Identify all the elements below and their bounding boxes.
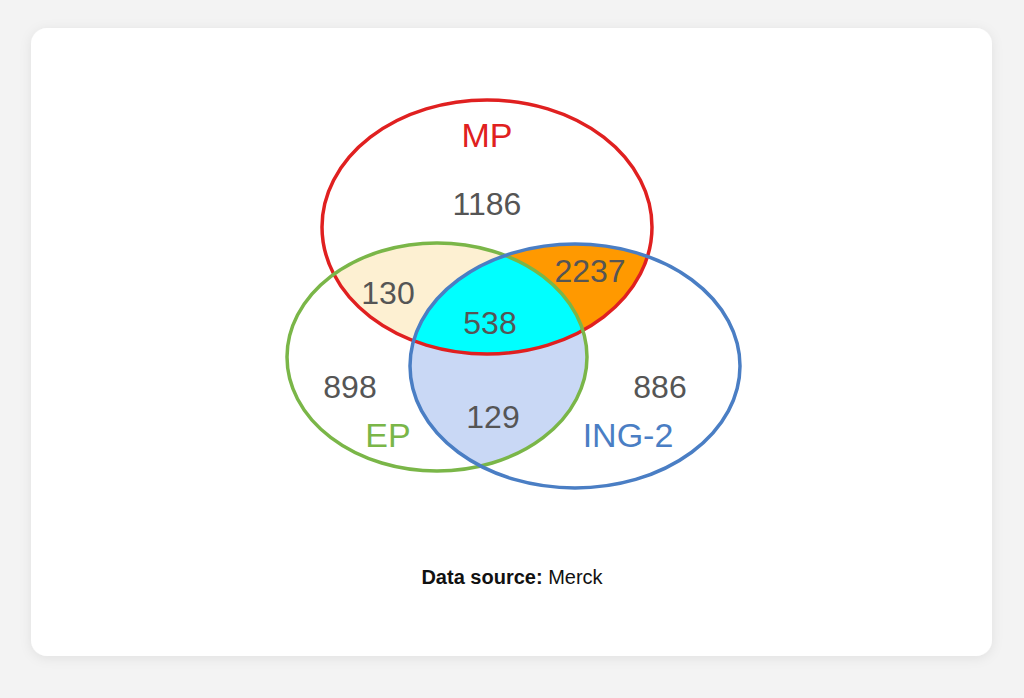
svg-text:898: 898	[323, 369, 376, 405]
svg-text:538: 538	[463, 305, 516, 341]
svg-text:130: 130	[361, 275, 414, 311]
svg-text:MP: MP	[462, 116, 513, 154]
svg-text:886: 886	[633, 369, 686, 405]
svg-text:1186: 1186	[453, 186, 522, 222]
svg-text:129: 129	[466, 399, 519, 435]
svg-text:2237: 2237	[554, 253, 625, 289]
svg-text:ING-2: ING-2	[583, 416, 674, 454]
svg-text:EP: EP	[365, 416, 410, 454]
svg-text:Data source: Merck: Data source: Merck	[421, 566, 603, 588]
